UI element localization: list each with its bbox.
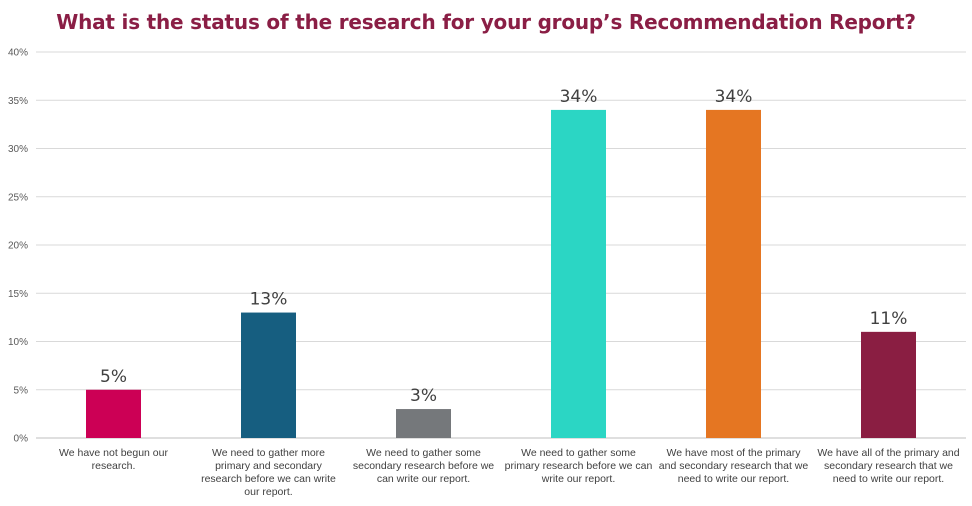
x-category-label: We need to gather some secondary researc… bbox=[352, 447, 495, 485]
data-label: 13% bbox=[250, 290, 288, 310]
y-tick-label: 15% bbox=[8, 289, 28, 300]
y-tick-label: 0% bbox=[14, 434, 29, 445]
bar bbox=[241, 312, 296, 438]
y-axis: 0% 5% 10% 15% 20% 25% 30% 35% 40% bbox=[8, 48, 28, 445]
x-category-label: We have all of the primary and secondary… bbox=[817, 447, 960, 485]
x-category-label: We need to gather some primary research … bbox=[504, 447, 653, 485]
chart-title: What is the status of the research for y… bbox=[56, 10, 916, 34]
data-label: 34% bbox=[560, 87, 598, 107]
y-tick-label: 25% bbox=[8, 192, 28, 203]
gridlines bbox=[36, 51, 966, 439]
bar bbox=[551, 109, 606, 439]
x-category-label: We have most of the primary and secondar… bbox=[658, 447, 809, 485]
x-category-label: We need to gather more primary and secon… bbox=[201, 447, 336, 498]
bar bbox=[86, 389, 141, 438]
y-tick-label: 5% bbox=[14, 385, 29, 396]
y-tick-label: 40% bbox=[8, 48, 28, 59]
data-label: 11% bbox=[870, 309, 908, 329]
bar bbox=[706, 109, 761, 439]
data-labels: 5% 13% 3% 34% 34% 11% bbox=[100, 87, 907, 406]
y-tick-label: 10% bbox=[8, 337, 28, 348]
y-tick-label: 30% bbox=[8, 144, 28, 155]
bar bbox=[861, 331, 916, 438]
bars bbox=[86, 109, 916, 439]
x-category-label: We have not begun our research. bbox=[59, 447, 168, 472]
bar bbox=[396, 409, 451, 438]
data-label: 5% bbox=[100, 367, 127, 387]
data-label: 3% bbox=[410, 386, 437, 406]
y-tick-label: 20% bbox=[8, 241, 28, 252]
y-tick-label: 35% bbox=[8, 96, 28, 107]
data-label: 34% bbox=[715, 87, 753, 107]
